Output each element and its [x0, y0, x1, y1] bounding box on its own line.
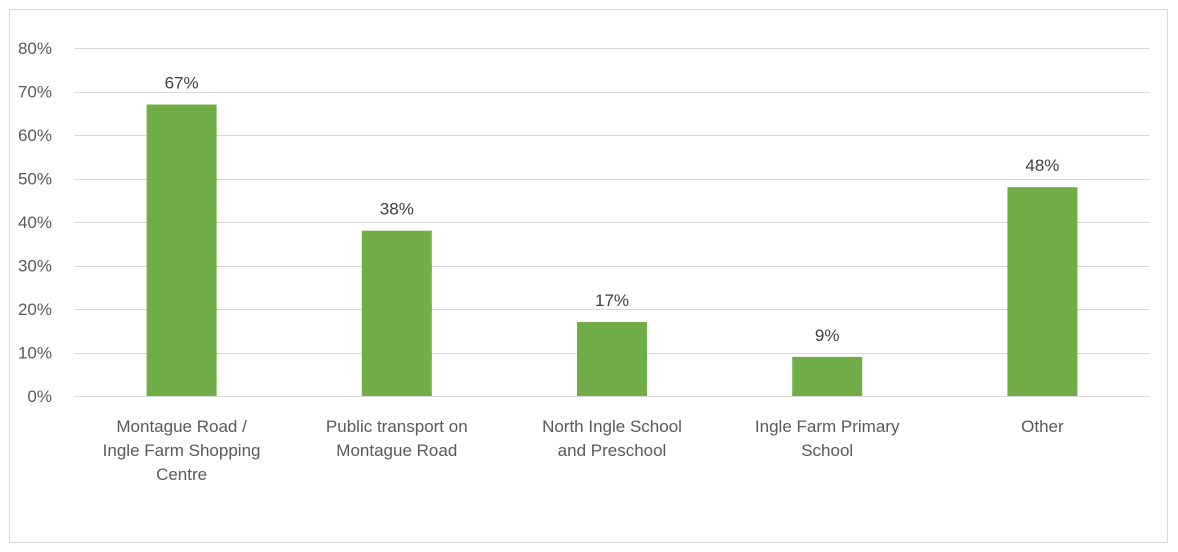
data-label: 17%: [595, 291, 629, 310]
y-tick-label: 60%: [18, 126, 52, 145]
data-label: 48%: [1025, 156, 1059, 175]
data-label: 38%: [380, 200, 414, 219]
category-label-line: and Preschool: [558, 441, 667, 460]
bars: [146, 104, 1078, 397]
category-label-line: Ingle Farm Primary: [755, 417, 900, 436]
bar: [792, 356, 863, 396]
y-tick-label: 10%: [18, 344, 52, 363]
category-label-line: Other: [1021, 417, 1064, 436]
category-label-line: School: [801, 441, 853, 460]
y-tick-label: 0%: [27, 387, 52, 406]
y-tick-label: 40%: [18, 213, 52, 232]
category-label-line: Public transport on: [326, 417, 468, 436]
y-tick-label: 30%: [18, 257, 52, 276]
bar: [577, 322, 647, 396]
category-labels: Montague Road / Ingle Farm Shopping Centre…: [103, 417, 1064, 484]
data-label: 67%: [165, 74, 199, 93]
bar: [1007, 187, 1078, 396]
category-label-line: Ingle Farm Shopping: [103, 441, 261, 460]
category-label-line: Montague Road /: [116, 417, 247, 436]
y-tick-label: 80%: [18, 39, 52, 58]
category-label: Ingle Farm Primary School: [755, 417, 900, 460]
y-tick-label: 20%: [18, 300, 52, 319]
category-label-line: Montague Road: [336, 441, 457, 460]
category-label-line: North Ingle School: [542, 417, 682, 436]
gridlines: [74, 48, 1150, 397]
data-labels: 67% 38% 17% 9% 48%: [165, 74, 1060, 345]
data-label: 9%: [815, 326, 840, 345]
category-label: North Ingle School and Preschool: [542, 417, 682, 460]
y-axis-tick-labels: 0% 10% 20% 30% 40% 50% 60% 70% 80%: [18, 39, 52, 406]
category-label: Other: [1021, 417, 1064, 436]
bar: [146, 104, 217, 397]
y-tick-label: 50%: [18, 170, 52, 189]
category-label: Montague Road / Ingle Farm Shopping Centre: [103, 417, 261, 484]
category-label-line: Centre: [156, 465, 207, 484]
category-label: Public transport on Montague Road: [326, 417, 468, 460]
y-tick-label: 70%: [18, 83, 52, 102]
bar: [361, 230, 432, 396]
